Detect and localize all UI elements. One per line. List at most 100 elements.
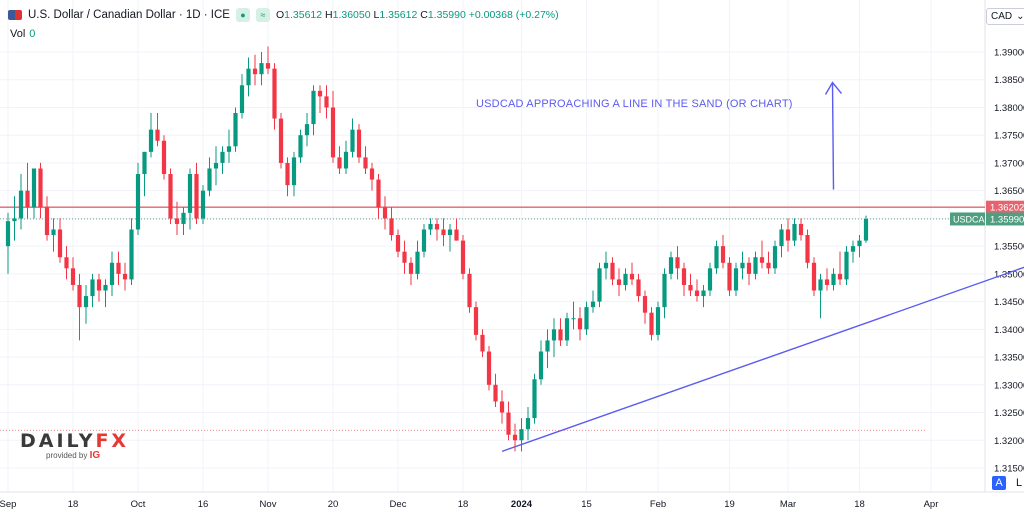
candle-body xyxy=(343,151,349,169)
price-tick-label: 1.31500 xyxy=(994,464,1024,475)
time-tick-label: Feb xyxy=(650,499,666,510)
candle-body xyxy=(558,329,563,341)
candle-body xyxy=(298,135,303,158)
candle xyxy=(662,268,667,319)
symbol-title[interactable]: U.S. Dollar / Canadian Dollar · 1D · ICE xyxy=(28,9,230,21)
candle-body xyxy=(233,113,238,147)
candle-body xyxy=(103,284,108,291)
candle xyxy=(681,262,687,297)
ohlc-readout: O1.35612 H1.36050 L1.35612 C1.35990 +0.0… xyxy=(275,9,559,21)
candle xyxy=(740,251,745,280)
candle-body xyxy=(681,268,687,285)
candle xyxy=(109,251,115,297)
log-scale-button[interactable]: L xyxy=(1015,477,1023,489)
candle-body xyxy=(434,223,440,230)
data-feed-icon[interactable]: ≈ xyxy=(255,8,270,22)
candle-body xyxy=(18,190,24,219)
candle-body xyxy=(473,307,479,335)
candle xyxy=(720,235,726,269)
time-tick-label: Mar xyxy=(780,499,796,510)
candle-body xyxy=(727,262,732,291)
candle xyxy=(428,218,433,236)
arrow-head xyxy=(824,81,843,95)
drawings xyxy=(0,81,1024,453)
candle-body xyxy=(525,418,531,430)
candle-body xyxy=(77,284,82,308)
candle xyxy=(311,85,316,136)
candle xyxy=(389,207,394,241)
candle-body xyxy=(382,207,388,219)
candle xyxy=(129,218,134,285)
candle xyxy=(811,257,817,297)
candle xyxy=(350,118,355,158)
candle xyxy=(772,240,778,274)
candle xyxy=(324,85,329,119)
candle xyxy=(239,74,245,119)
candle-body xyxy=(369,168,375,180)
candle xyxy=(597,262,602,308)
candle xyxy=(330,90,336,163)
chart-header: U.S. Dollar / Canadian Dollar · 1D · ICE… xyxy=(8,8,559,22)
candle-body xyxy=(337,157,342,169)
price-tick-label: 1.34000 xyxy=(994,325,1024,336)
candle-body xyxy=(694,290,700,297)
volume-legend: Vol 0 xyxy=(10,28,35,40)
candle xyxy=(395,229,401,258)
candle xyxy=(259,52,264,86)
candle-body xyxy=(811,262,817,291)
candle-body xyxy=(772,246,778,269)
candle xyxy=(766,251,771,274)
candle xyxy=(343,140,349,175)
candle xyxy=(675,246,680,280)
candle xyxy=(649,307,654,341)
candle-body xyxy=(779,229,784,247)
candle xyxy=(467,268,472,313)
candle-body xyxy=(454,229,459,241)
candle-body xyxy=(5,221,11,247)
candle xyxy=(590,290,596,313)
auto-scale-button[interactable]: A xyxy=(992,476,1006,490)
candle-body xyxy=(142,151,147,175)
candle-body xyxy=(623,273,628,285)
usd-cad-flag-icon xyxy=(8,10,22,20)
candle-body xyxy=(597,268,602,302)
candle xyxy=(727,257,732,297)
candle-body xyxy=(675,257,680,269)
candle xyxy=(668,251,674,280)
candle xyxy=(382,196,388,230)
candle xyxy=(12,196,17,241)
price-tick-label: 1.38000 xyxy=(994,103,1024,114)
price-tick-label: 1.39000 xyxy=(994,48,1024,59)
candle xyxy=(174,201,180,236)
candle-body xyxy=(785,229,791,241)
candle xyxy=(77,273,82,341)
up-arrow-icon xyxy=(831,82,835,190)
candle-body xyxy=(759,257,765,263)
candle-body xyxy=(96,279,102,291)
candle-body xyxy=(389,218,394,236)
candle-body xyxy=(720,246,726,263)
candle xyxy=(181,207,186,236)
candle-body xyxy=(350,129,355,152)
candle-body xyxy=(356,129,362,158)
candle-body xyxy=(135,174,141,230)
candle xyxy=(337,146,342,175)
candle xyxy=(317,85,323,114)
chart-annotation: USDCAD APPROACHING A LINE IN THE SAND (O… xyxy=(476,98,793,110)
price-tick-label: 1.33000 xyxy=(994,380,1024,391)
candle xyxy=(798,218,804,241)
candle-body xyxy=(688,284,693,291)
candle-body xyxy=(629,273,635,280)
candle xyxy=(207,157,212,197)
time-tick-label: 18 xyxy=(458,499,469,510)
candle xyxy=(187,168,193,230)
currency-selector[interactable]: CAD ⌄ xyxy=(986,8,1024,25)
candle xyxy=(285,157,290,197)
candle xyxy=(278,113,284,169)
candle-body xyxy=(460,240,466,274)
candle xyxy=(480,329,485,358)
candle-body xyxy=(122,273,128,280)
time-tick-label: 20 xyxy=(328,499,339,510)
candle xyxy=(584,301,589,335)
